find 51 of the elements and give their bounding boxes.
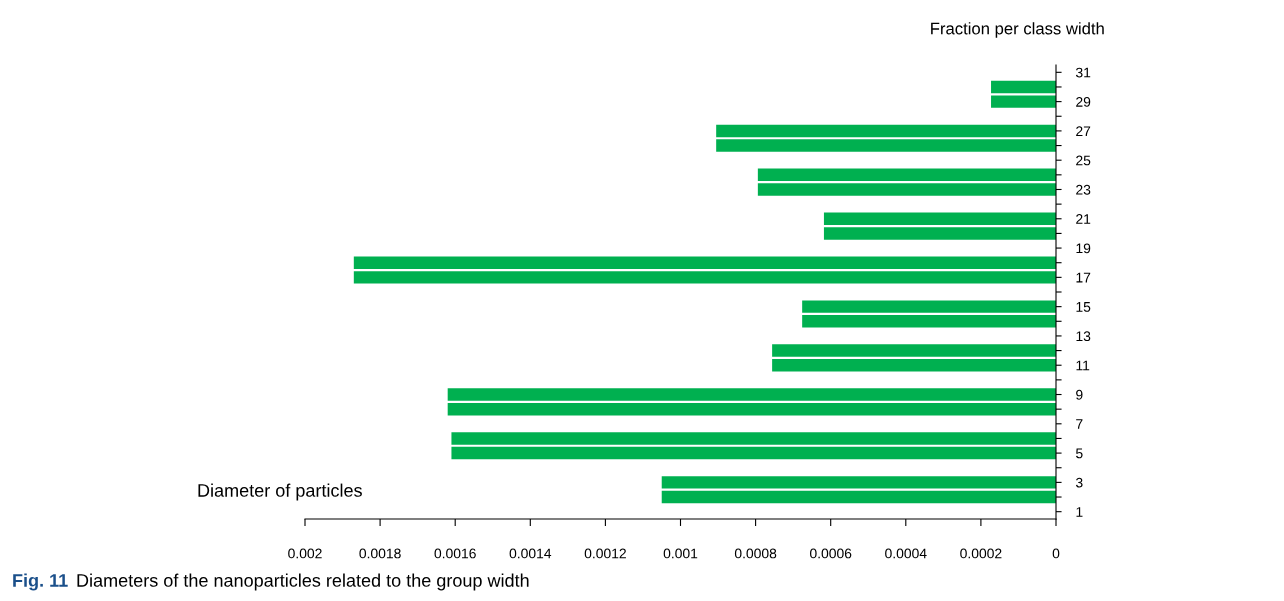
y-tick-label: 19 [1076, 243, 1091, 254]
y-axis-title: Fraction per class width [931, 22, 1104, 38]
bar [716, 139, 1056, 152]
y-tick-label: 7 [1076, 419, 1083, 429]
bar [757, 168, 1056, 182]
bar [661, 476, 1056, 489]
x-tick-label: 0.0008 [734, 548, 777, 559]
y-tick-label: 29 [1076, 96, 1091, 107]
x-tick-label: 0.0012 [584, 548, 626, 559]
x-tick-label: 0.001 [663, 548, 698, 559]
bar [823, 212, 1056, 225]
bar [716, 124, 1056, 138]
y-tick-label: 31 [1075, 67, 1091, 78]
bar [757, 183, 1056, 196]
y-tick-label: 17 [1076, 272, 1091, 283]
caption: Fig. 11 [13, 573, 68, 591]
x-tick-label: 0.002 [288, 548, 322, 559]
x-tick-label: 0.0006 [810, 548, 852, 559]
x-tick-label: 0.0004 [885, 548, 927, 559]
bar [451, 432, 1056, 445]
bar [447, 388, 1056, 401]
y-tick-label: 11 [1076, 360, 1090, 371]
y-tick-label: 25 [1076, 155, 1091, 166]
bar [447, 402, 1056, 416]
y-tick-label: 15 [1076, 302, 1091, 312]
x-tick-label: 0.0002 [960, 548, 1002, 559]
x-axis-title: Diameter of particles [198, 483, 362, 501]
y-tick-label: 5 [1076, 448, 1083, 459]
text: Diameters of the nanoparticles related to the group width [77, 573, 529, 591]
x-tick-label: 0.0016 [434, 548, 476, 559]
x-tick-label: 0.0018 [359, 548, 401, 559]
y-tick-label: 1 [1076, 507, 1083, 517]
y-tick-label: 3 [1075, 477, 1083, 488]
bar [823, 227, 1056, 240]
bar [802, 300, 1056, 313]
bar [991, 95, 1056, 108]
y-tick-label: 13 [1076, 331, 1091, 342]
x-tick-label: 0.0014 [509, 548, 552, 559]
bar [451, 446, 1056, 460]
y-tick-label: 9 [1076, 389, 1083, 400]
y-tick-label: 21 [1076, 214, 1091, 224]
bar [661, 490, 1056, 504]
bar [353, 271, 1056, 284]
bar [353, 256, 1056, 269]
bar [802, 315, 1056, 328]
x-tick-label: 0 [1052, 548, 1060, 559]
y-tick-label: 27 [1076, 126, 1091, 136]
bar [772, 359, 1056, 372]
y-tick-label: 23 [1076, 184, 1091, 195]
bar [991, 80, 1056, 94]
bar [772, 344, 1056, 357]
